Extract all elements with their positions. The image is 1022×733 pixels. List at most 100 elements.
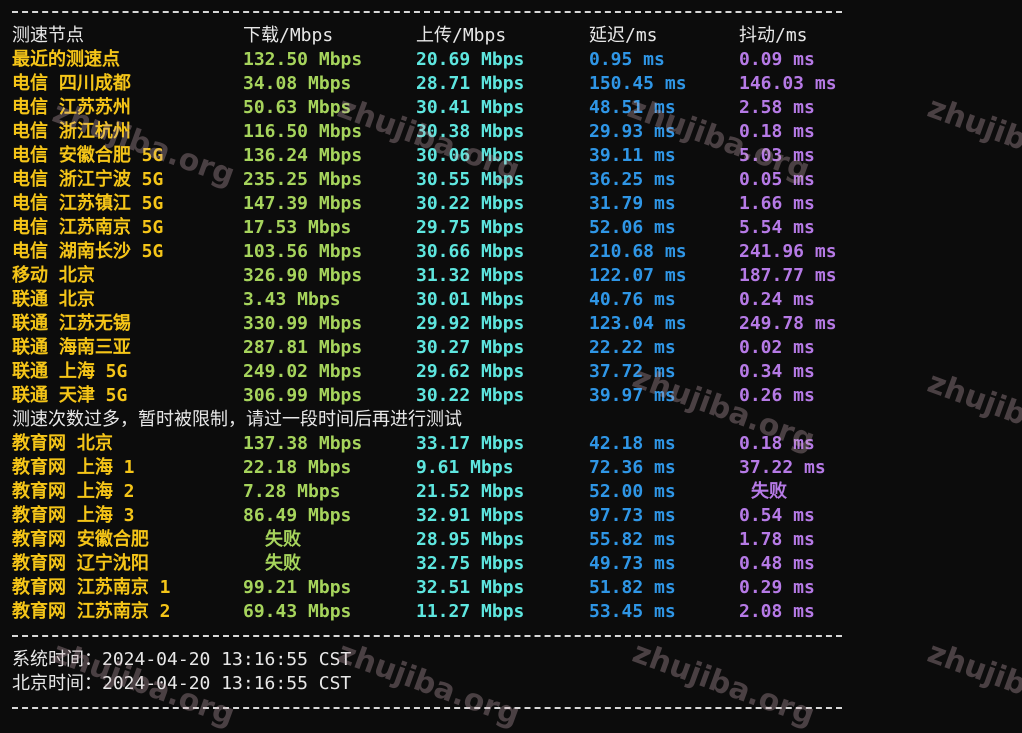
cell-download: 99.21 Mbps — [243, 577, 352, 598]
cell-download: 失败 — [265, 529, 301, 550]
cell-latency: 97.73 ms — [589, 505, 676, 526]
cell-latency: 37.72 ms — [589, 361, 676, 382]
divider-middle — [12, 635, 842, 637]
cell-latency: 55.82 ms — [589, 529, 676, 550]
system-time: 系统时间：2024-04-20 13:16:55 CST — [12, 648, 351, 672]
cell-jitter: 失败 — [751, 481, 787, 502]
cell-latency: 48.51 ms — [589, 97, 676, 118]
cell-latency: 150.45 ms — [589, 73, 687, 94]
cell-jitter: 0.02 ms — [739, 337, 815, 358]
cell-jitter: 1.66 ms — [739, 193, 815, 214]
cell-node: 电信 安徽合肥 5G — [12, 145, 164, 166]
cell-node: 电信 江苏南京 5G — [12, 217, 164, 238]
cell-latency: 40.76 ms — [589, 289, 676, 310]
cell-node: 电信 湖南长沙 5G — [12, 241, 164, 262]
rate-limit-notice: 测速次数过多，暂时被限制，请过一段时间后再进行测试 — [12, 409, 462, 430]
cell-jitter: 0.34 ms — [739, 361, 815, 382]
cell-upload: 11.27 Mbps — [416, 601, 525, 622]
cell-upload: 31.32 Mbps — [416, 265, 525, 286]
cell-node: 教育网 江苏南京 1 — [12, 577, 171, 598]
cell-node: 联通 江苏无锡 — [12, 313, 131, 334]
cell-latency: 52.06 ms — [589, 217, 676, 238]
cell-jitter: 2.08 ms — [739, 601, 815, 622]
watermark: zhujiba.org — [923, 635, 1022, 733]
cell-download: 69.43 Mbps — [243, 601, 352, 622]
cell-node: 教育网 江苏南京 2 — [12, 601, 171, 622]
cell-node: 电信 浙江宁波 5G — [12, 169, 164, 190]
cell-download: 249.02 Mbps — [243, 361, 363, 382]
cell-download: 132.50 Mbps — [243, 49, 363, 70]
cell-upload: 30.22 Mbps — [416, 193, 525, 214]
beijing-time: 北京时间：2024-04-20 13:16:55 CST — [12, 672, 351, 696]
cell-download: 34.08 Mbps — [243, 73, 352, 94]
cell-jitter: 37.22 ms — [739, 457, 826, 478]
cell-node: 联通 海南三亚 — [12, 337, 131, 358]
cell-jitter: 1.78 ms — [739, 529, 815, 550]
cell-latency: 42.18 ms — [589, 433, 676, 454]
cell-upload: 30.01 Mbps — [416, 289, 525, 310]
cell-node: 电信 浙江杭州 — [12, 121, 131, 142]
cell-upload: 30.55 Mbps — [416, 169, 525, 190]
cell-latency: 49.73 ms — [589, 553, 676, 574]
cell-jitter: 0.18 ms — [739, 433, 815, 454]
cell-upload: 30.27 Mbps — [416, 337, 525, 358]
table-header: 测速节点 下载/Mbps 上传/Mbps 延迟/ms 抖动/ms — [12, 24, 808, 48]
cell-latency: 72.36 ms — [589, 457, 676, 478]
cell-upload: 29.92 Mbps — [416, 313, 525, 334]
cell-latency: 53.45 ms — [589, 601, 676, 622]
header-upload: 上传/Mbps — [416, 25, 507, 46]
cell-upload: 21.52 Mbps — [416, 481, 525, 502]
divider-top — [12, 11, 842, 13]
cell-upload: 32.91 Mbps — [416, 505, 525, 526]
divider-bottom — [12, 707, 842, 709]
cell-jitter: 5.03 ms — [739, 145, 815, 166]
cell-node: 教育网 上海 2 — [12, 481, 135, 502]
cell-jitter: 187.77 ms — [739, 265, 837, 286]
cell-latency: 36.25 ms — [589, 169, 676, 190]
cell-download: 50.63 Mbps — [243, 97, 352, 118]
watermark: zhujiba.org — [628, 635, 820, 733]
header-node: 测速节点 — [12, 25, 84, 46]
cell-upload: 29.75 Mbps — [416, 217, 525, 238]
watermark: zhujiba.org — [333, 635, 525, 733]
cell-latency: 122.07 ms — [589, 265, 687, 286]
cell-latency: 52.00 ms — [589, 481, 676, 502]
cell-node: 教育网 上海 1 — [12, 457, 135, 478]
cell-latency: 51.82 ms — [589, 577, 676, 598]
cell-jitter: 2.58 ms — [739, 97, 815, 118]
cell-upload: 9.61 Mbps — [416, 457, 514, 478]
cell-jitter: 0.48 ms — [739, 553, 815, 574]
cell-jitter: 0.29 ms — [739, 577, 815, 598]
cell-download: 116.50 Mbps — [243, 121, 363, 142]
cell-download: 137.38 Mbps — [243, 433, 363, 454]
cell-jitter: 241.96 ms — [739, 241, 837, 262]
cell-node: 联通 天津 5G — [12, 385, 128, 406]
cell-jitter: 0.54 ms — [739, 505, 815, 526]
cell-download: 235.25 Mbps — [243, 169, 363, 190]
cell-latency: 29.93 ms — [589, 121, 676, 142]
cell-latency: 31.79 ms — [589, 193, 676, 214]
cell-jitter: 5.54 ms — [739, 217, 815, 238]
beijing-time-value: 2024-04-20 13:16:55 CST — [102, 673, 352, 694]
cell-download: 103.56 Mbps — [243, 241, 363, 262]
cell-node: 电信 江苏镇江 5G — [12, 193, 164, 214]
cell-node: 教育网 上海 3 — [12, 505, 135, 526]
cell-upload: 30.38 Mbps — [416, 121, 525, 142]
cell-jitter: 0.09 ms — [739, 49, 815, 70]
cell-jitter: 0.05 ms — [739, 169, 815, 190]
cell-upload: 30.66 Mbps — [416, 241, 525, 262]
cell-upload: 20.69 Mbps — [416, 49, 525, 70]
watermark: zhujiba.org — [923, 365, 1022, 464]
cell-download: 3.43 Mbps — [243, 289, 341, 310]
cell-download: 失败 — [265, 553, 301, 574]
cell-jitter: 0.26 ms — [739, 385, 815, 406]
cell-latency: 39.97 ms — [589, 385, 676, 406]
cell-node: 电信 江苏苏州 — [12, 97, 131, 118]
cell-upload: 32.75 Mbps — [416, 553, 525, 574]
cell-download: 147.39 Mbps — [243, 193, 363, 214]
cell-download: 17.53 Mbps — [243, 217, 352, 238]
cell-upload: 30.06 Mbps — [416, 145, 525, 166]
cell-download: 287.81 Mbps — [243, 337, 363, 358]
cell-upload: 28.95 Mbps — [416, 529, 525, 550]
header-jitter: 抖动/ms — [739, 25, 808, 46]
